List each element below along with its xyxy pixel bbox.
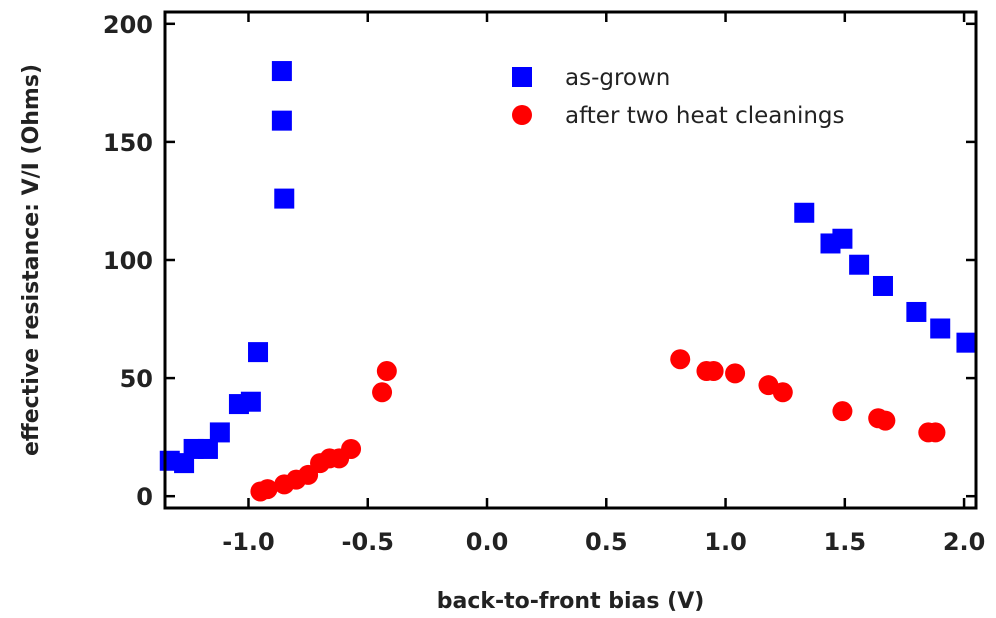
as-grown-point <box>271 110 292 131</box>
x-axis-label: back-to-front bias (V) <box>437 589 705 614</box>
as-grown-point <box>872 275 893 296</box>
y-tick-label: 150 <box>103 129 153 157</box>
legend: as-grown after two heat cleanings <box>485 50 915 136</box>
heat-cleaned-point <box>257 479 278 500</box>
legend-label: after two heat cleanings <box>565 103 845 129</box>
x-tick-label: 1.0 <box>704 528 747 556</box>
y-tick-label: 200 <box>103 11 153 39</box>
legend-circle-marker <box>512 105 532 125</box>
heat-cleaned-point <box>875 410 896 431</box>
heat-cleaned-point <box>832 401 853 422</box>
series-1-markers <box>250 349 946 502</box>
heat-cleaned-point <box>341 438 362 459</box>
as-grown-point <box>832 228 853 249</box>
heat-cleaned-point <box>772 382 793 403</box>
heat-cleaned-point <box>925 422 946 443</box>
heat-cleaned-point <box>725 363 746 384</box>
heat-cleaned-point <box>703 361 724 382</box>
x-tick-label: 1.5 <box>824 528 867 556</box>
as-grown-point <box>906 301 927 322</box>
as-grown-point <box>794 202 815 223</box>
legend-box <box>485 50 915 136</box>
x-tick-label: 2.0 <box>943 528 986 556</box>
series-0-markers <box>159 61 977 474</box>
x-tick-label: 0.0 <box>466 528 509 556</box>
y-tick-label: 0 <box>136 483 153 511</box>
heat-cleaned-point <box>670 349 691 370</box>
legend-square-marker <box>512 67 532 87</box>
as-grown-point <box>209 422 230 443</box>
as-grown-point <box>849 254 870 275</box>
y-tick-label: 50 <box>120 365 153 393</box>
x-tick-label: -0.5 <box>342 528 394 556</box>
x-tick-label: 0.5 <box>585 528 628 556</box>
as-grown-point <box>271 61 292 82</box>
as-grown-point <box>197 438 218 459</box>
as-grown-point <box>930 318 951 339</box>
as-grown-point <box>248 342 269 363</box>
x-tick-label: -1.0 <box>222 528 274 556</box>
as-grown-point <box>240 391 261 412</box>
y-tick-label: 100 <box>103 247 153 275</box>
as-grown-point <box>274 188 295 209</box>
heat-cleaned-point <box>372 382 393 403</box>
as-grown-point <box>956 332 977 353</box>
heat-cleaned-point <box>376 361 397 382</box>
y-axis-label: effective resistance: V/I (Ohms) <box>19 64 44 456</box>
legend-label: as-grown <box>565 65 670 91</box>
